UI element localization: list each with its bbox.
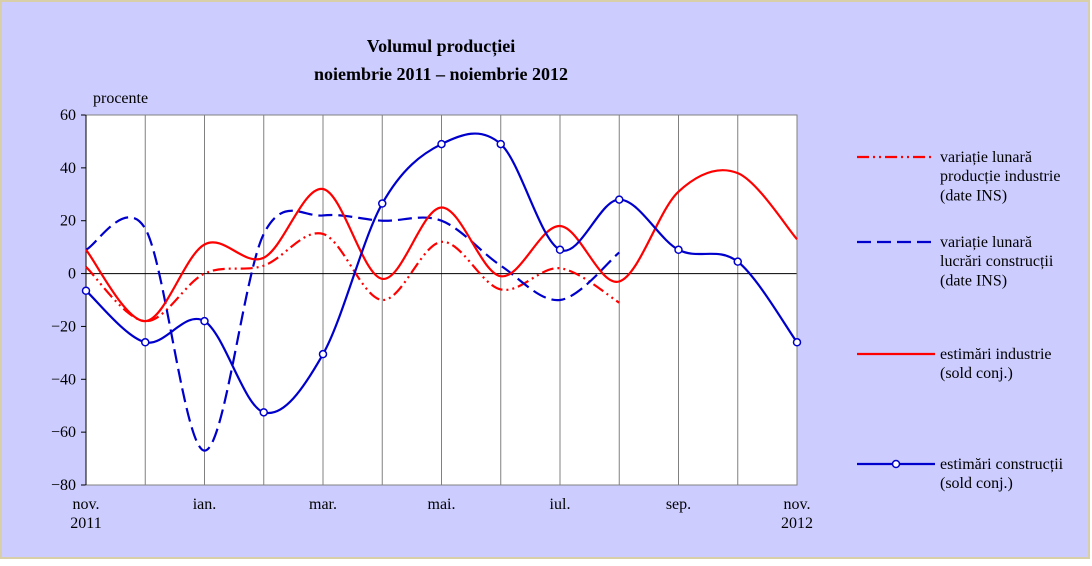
series-line (85, 209, 620, 452)
legend-label: variație lunară producție industrie (date … (940, 149, 1060, 204)
y-tick-label: 60 (60, 107, 76, 124)
x-tick-label: mai. (428, 496, 456, 513)
chart-subtitle: noiembrie 2011 – noiembrie 2012 (314, 64, 568, 84)
point (437, 139, 446, 149)
point (615, 195, 624, 204)
point (200, 316, 209, 326)
point (141, 338, 150, 347)
x-tick-label: nov. 2011 (70, 496, 101, 532)
point (318, 349, 328, 359)
legend-label: estimări construcții (sold conj.) (940, 456, 1064, 492)
y-tick-label: 0 (68, 266, 76, 283)
x-tick-label: nov. 2012 (781, 496, 813, 532)
point (674, 245, 683, 255)
y-tick-label: 40 (60, 160, 76, 177)
legend-label: estimări industrie (sold conj.) (940, 346, 1052, 382)
y-tick-label: −40 (51, 371, 76, 388)
y-tick-label: 20 (60, 213, 76, 230)
point (81, 286, 91, 295)
point (259, 408, 268, 417)
x-tick-label: iul. (550, 496, 571, 513)
y-axis-label: procente (93, 90, 148, 107)
x-tick-label: mar. (309, 496, 337, 513)
point (378, 199, 387, 208)
y-tick-label: −60 (51, 424, 76, 441)
point (496, 139, 505, 149)
x-tick-label: sep. (666, 496, 691, 513)
y-tick-label: −20 (51, 318, 76, 335)
legend-marker (891, 459, 901, 469)
point (733, 257, 742, 266)
x-tick-label: ian. (193, 496, 217, 513)
legend-label: variație lunară lucrări construcții (date … (940, 234, 1054, 289)
point (555, 245, 565, 255)
chart-title: Volumul producției (367, 36, 516, 57)
point (792, 338, 802, 347)
y-tick-label: −80 (51, 477, 76, 494)
series-line (85, 169, 798, 323)
